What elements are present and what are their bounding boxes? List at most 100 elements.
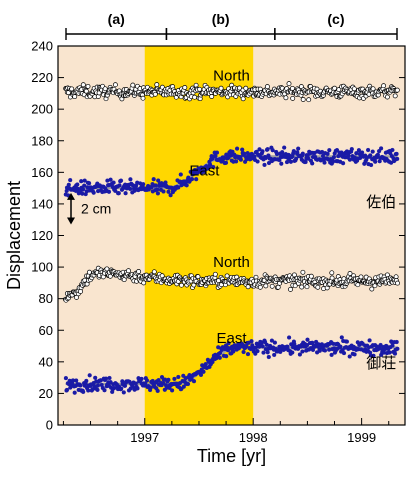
data-point xyxy=(224,273,230,279)
data-point xyxy=(117,183,122,188)
data-point xyxy=(260,149,265,154)
data-point xyxy=(310,161,315,166)
highlight-period xyxy=(144,46,254,425)
data-point xyxy=(176,185,181,190)
data-point xyxy=(224,354,229,359)
data-point xyxy=(223,160,229,165)
data-point xyxy=(107,375,112,381)
axis-ticks: 0 20 40 60 80 100 120 140 160 180 200 220 240 1997 199… xyxy=(31,39,405,445)
data-point xyxy=(349,147,354,152)
data-point xyxy=(128,186,133,191)
data-point xyxy=(269,283,275,289)
data-point xyxy=(265,350,270,355)
data-point xyxy=(235,146,240,151)
data-point xyxy=(315,284,321,290)
data-point xyxy=(369,162,374,168)
data-point xyxy=(141,280,147,286)
y-tick-label: 100 xyxy=(31,260,53,275)
data-point xyxy=(226,341,231,346)
data-point xyxy=(379,146,384,151)
data-point xyxy=(144,378,150,383)
data-point xyxy=(395,156,400,161)
data-point xyxy=(128,177,133,182)
data-point xyxy=(85,83,91,89)
data-point xyxy=(288,286,293,292)
data-point xyxy=(366,147,371,153)
data-point xyxy=(242,151,247,156)
data-point xyxy=(161,189,166,194)
data-point xyxy=(368,153,373,158)
data-point xyxy=(255,159,260,164)
data-point xyxy=(212,271,218,277)
period-label: (c) xyxy=(327,11,344,27)
y-tick-label: 120 xyxy=(31,228,53,243)
data-point xyxy=(286,81,292,87)
y-tick-label: 60 xyxy=(39,323,53,338)
data-point xyxy=(252,154,257,159)
x-axis-label: Time [yr] xyxy=(197,446,266,466)
data-point xyxy=(347,271,353,276)
station-label: 御荘 xyxy=(366,355,396,372)
data-point xyxy=(370,149,375,154)
data-point xyxy=(75,182,80,187)
data-point xyxy=(151,269,157,275)
y-tick-label: 220 xyxy=(31,70,53,85)
data-point xyxy=(265,147,270,152)
y-tick-label: 140 xyxy=(31,196,53,211)
period-label: (a) xyxy=(108,11,125,27)
data-point xyxy=(327,148,332,153)
data-point xyxy=(143,381,148,386)
data-point xyxy=(275,284,281,290)
data-point xyxy=(66,182,71,187)
data-point xyxy=(133,381,138,386)
data-point xyxy=(135,386,140,391)
data-point xyxy=(381,83,387,89)
data-point xyxy=(201,369,206,374)
data-point xyxy=(243,85,249,91)
data-point xyxy=(95,383,100,388)
data-point xyxy=(305,337,310,342)
data-point xyxy=(214,150,220,155)
data-point xyxy=(373,159,378,164)
data-point xyxy=(292,283,298,289)
series-label: East xyxy=(189,162,220,179)
data-point xyxy=(329,270,335,276)
data-point xyxy=(198,372,204,377)
data-point xyxy=(300,349,305,354)
data-point xyxy=(80,82,86,88)
data-point xyxy=(245,284,251,290)
data-point xyxy=(283,95,289,101)
data-point xyxy=(63,376,68,381)
data-point xyxy=(93,375,98,380)
data-point xyxy=(290,85,295,91)
data-point xyxy=(249,339,254,344)
data-point xyxy=(170,388,175,393)
data-point xyxy=(290,95,296,101)
data-point xyxy=(272,340,277,345)
data-point xyxy=(152,91,158,97)
data-point xyxy=(344,339,349,344)
data-point xyxy=(272,352,277,357)
data-point xyxy=(184,183,189,188)
data-point xyxy=(168,193,173,198)
y-tick-label: 180 xyxy=(31,133,53,148)
data-point xyxy=(351,86,357,92)
data-point xyxy=(300,97,306,102)
data-point xyxy=(179,282,184,288)
series-label: North xyxy=(213,254,250,271)
data-point xyxy=(331,155,336,160)
data-point xyxy=(290,350,295,355)
data-point xyxy=(156,378,161,383)
data-point xyxy=(104,266,110,272)
data-point xyxy=(339,335,344,340)
data-point xyxy=(282,145,287,150)
data-point xyxy=(266,354,271,360)
data-point xyxy=(130,82,136,88)
data-point xyxy=(80,191,85,196)
data-point xyxy=(390,343,395,348)
data-point xyxy=(264,84,270,90)
data-point xyxy=(392,93,398,99)
data-point xyxy=(226,155,231,160)
data-point xyxy=(74,378,79,383)
